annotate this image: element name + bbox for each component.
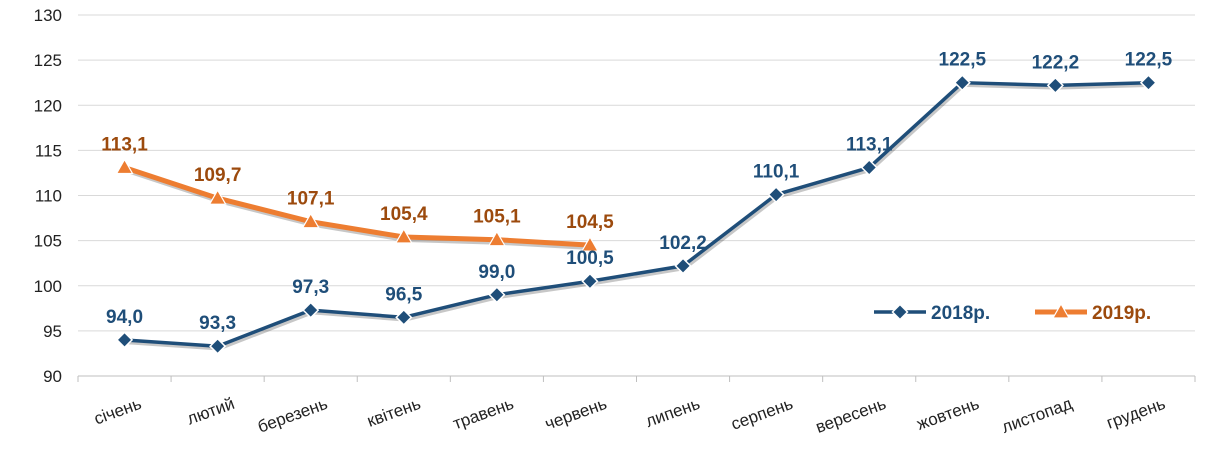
data-point [487, 230, 506, 247]
data-label: 110,1 [753, 162, 800, 183]
data-point [891, 303, 909, 321]
x-tick-label: серпень [729, 394, 796, 434]
y-tick-label: 95 [43, 322, 62, 341]
x-tick-label: лютий [184, 394, 237, 429]
x-axis: січень лютий березень квітень травень червень… [77, 375, 1196, 437]
x-tick-label: липень [643, 394, 703, 431]
data-label: 97,3 [292, 277, 329, 298]
data-label: 96,5 [385, 284, 422, 305]
data-label: 94,0 [106, 307, 143, 328]
legend-label-2018: 2018р. [931, 303, 990, 324]
data-label: 122,5 [939, 50, 987, 71]
legend: 2018р. 2019р. [874, 302, 1151, 324]
x-tick-label: листопад [999, 394, 1075, 437]
x-tick-label: червень [542, 394, 609, 434]
x-tick-label: грудень [1104, 394, 1168, 433]
x-tick-label: вересень [813, 394, 889, 437]
data-label: 122,5 [1125, 50, 1173, 71]
data-label: 113,1 [101, 135, 148, 156]
data-point [1139, 74, 1158, 92]
data-point [115, 158, 134, 175]
x-tick-label: квітень [364, 394, 423, 431]
x-tick-label: березень [255, 394, 330, 437]
data-point [581, 272, 599, 290]
data-point [208, 188, 227, 205]
data-label: 122,2 [1032, 52, 1080, 73]
data-label: 102,2 [659, 233, 707, 254]
data-point [488, 286, 506, 304]
y-tick-label: 115 [35, 141, 62, 160]
y-tick-label: 100 [34, 277, 62, 296]
data-point [1046, 76, 1064, 94]
data-point [953, 74, 971, 92]
data-point [860, 158, 878, 177]
data-point [580, 235, 599, 252]
data-point [395, 308, 413, 326]
series-line-2018 [122, 80, 1151, 348]
legend-label-2019: 2019р. [1092, 303, 1151, 324]
data-point [301, 212, 320, 229]
data-label: 113,1 [846, 135, 893, 156]
y-axis: 90 95 100 105 110 115 120 125 130 [34, 6, 62, 386]
y-tick-label: 105 [34, 232, 62, 251]
data-label: 105,4 [380, 204, 428, 225]
y-tick-label: 120 [34, 96, 62, 115]
data-point [1051, 302, 1071, 319]
data-label: 99,0 [478, 262, 515, 283]
data-point [302, 301, 320, 319]
gridlines [78, 14, 1195, 332]
data-label: 104,5 [566, 212, 614, 233]
y-tick-label: 90 [43, 367, 62, 386]
series-shadow [125, 83, 1151, 351]
y-tick-label: 130 [34, 6, 62, 25]
data-point [394, 227, 413, 244]
data-label: 100,5 [566, 248, 614, 269]
x-tick-label: жовтень [914, 394, 982, 434]
x-tick-label: січень [92, 394, 145, 429]
series-line-2019 [122, 165, 593, 248]
data-point [115, 331, 134, 349]
data-point [767, 186, 785, 204]
series-layer [115, 74, 1158, 355]
y-tick-label: 110 [35, 187, 62, 206]
data-label: 109,7 [194, 165, 242, 186]
y-tick-label: 125 [34, 51, 62, 70]
data-label: 107,1 [287, 189, 335, 210]
data-point [674, 257, 692, 275]
data-labels: 94,0 93,3 97,3 96,5 99,0 100,5 102,2 110,1 113,1… [101, 50, 1172, 335]
data-label: 93,3 [199, 313, 236, 334]
x-tick-label: травень [450, 394, 516, 434]
data-point [209, 337, 227, 355]
data-label: 105,1 [473, 207, 521, 228]
